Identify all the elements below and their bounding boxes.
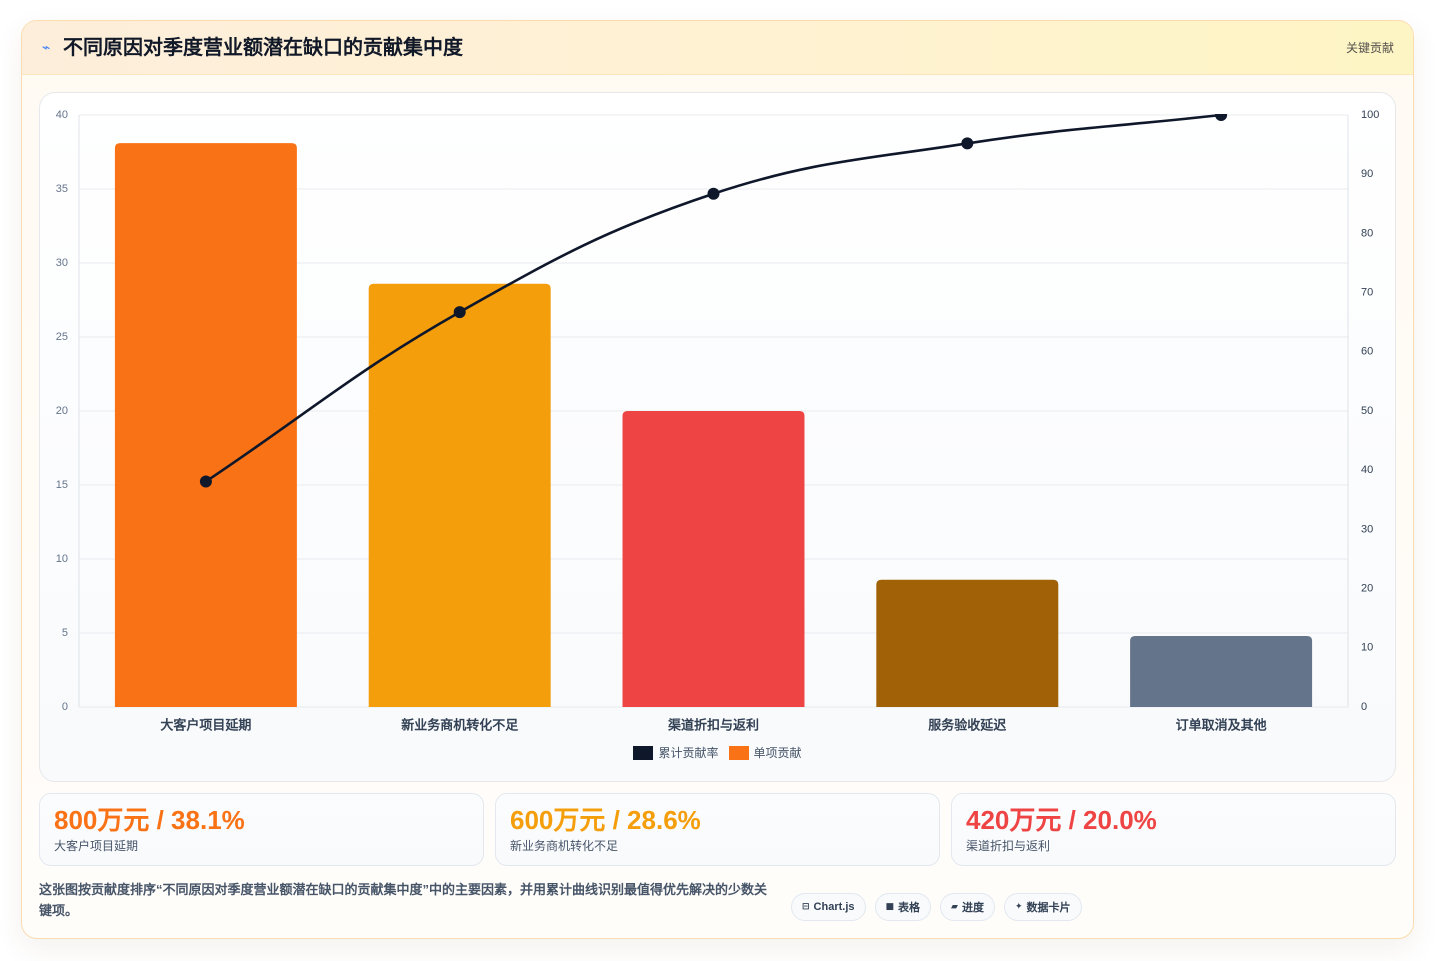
tag-label: Chart.js [813,901,855,913]
chart-card: ⌁ 不同原因对季度营业额潜在缺口的贡献集中度 关键贡献 0 5 10 15 20 25 30… [21,20,1414,939]
line-point[interactable] [1215,109,1228,121]
tag-progress: ▰ 进度 [940,893,995,921]
progress-icon: ▰ [951,902,958,912]
category-label: 渠道折扣与返利 [667,717,759,732]
chart-legend: 累计贡献率 单项贡献 [40,745,1395,761]
legend-label: 累计贡献率 [658,746,719,760]
y-left-tick-label: 15 [56,479,68,491]
tag-table: ■ 表格 [874,893,932,921]
line-point[interactable] [961,137,974,150]
y-right-tick-label: 0 [1361,701,1367,713]
tag-label: 表格 [898,902,921,914]
y-right-tick-label: 90 [1361,168,1373,180]
stat-card: 800万元 / 38.1% 大客户项目延期 [39,793,484,866]
stat-label: 大客户项目延期 [54,839,139,853]
line-point[interactable] [453,306,466,319]
y-right-tick-label: 100 [1361,109,1379,121]
tag-label: 数据卡片 [1026,902,1071,914]
y-left-tick-label: 0 [62,701,68,713]
tag-chartjs: ⊟ Chart.js [791,893,866,921]
chart-description: 这张图按贡献度排序“不同原因对季度营业额潜在缺口的贡献集中度”中的主要因素，并用… [39,882,768,918]
y-right-tick-label: 10 [1361,642,1373,654]
sparkle-icon: ✦ [1014,902,1023,912]
y-left-tick-label: 25 [56,331,68,343]
y-left-tick-label: 30 [56,257,68,269]
y-right-tick-label: 20 [1361,583,1373,595]
key-contribution-badge: 关键贡献 [1345,41,1394,55]
pareto-chart: 0 5 10 15 20 25 30 35 40 0 10 20 30 40 50 60 70 80 90 100 大客… [56,109,1380,733]
legend-item-cumulative-rate[interactable]: 累计贡献率 [633,745,719,761]
legend-swatch [728,746,749,760]
y-right-tick-label: 60 [1361,346,1373,358]
category-label: 新业务商机转化不足 [401,717,519,732]
pulse-icon: ⌁ [42,40,51,56]
bar[interactable] [1130,635,1313,707]
category-label: 服务验收延迟 [928,717,1006,732]
line-series [199,109,1228,488]
stat-value: 420万元 / 20.0% [966,805,1157,835]
category-label: 大客户项目延期 [160,717,251,732]
stat-cards: 800万元 / 38.1% 大客户项目延期 600万元 / 28.6% 新业务商… [39,793,1396,866]
table-icon: ■ [885,902,895,912]
y-right-tick-label: 50 [1361,405,1373,417]
y-left-tick-label: 40 [56,109,68,121]
bar[interactable] [876,579,1059,707]
bar[interactable] [622,411,805,707]
y-left-tick-label: 20 [56,405,68,417]
stat-card: 420万元 / 20.0% 渠道折扣与返利 [951,793,1396,866]
stat-value: 800万元 / 38.1% [54,805,245,835]
stat-label: 渠道折扣与返利 [966,839,1051,853]
card-header: ⌁ 不同原因对季度营业额潜在缺口的贡献集中度 关键贡献 [22,21,1413,75]
stat-label: 新业务商机转化不足 [510,839,619,853]
legend-swatch [633,746,654,760]
y-left-tick-label: 35 [56,183,68,195]
legend-item-single-contribution[interactable]: 单项贡献 [728,745,802,761]
legend-label: 单项贡献 [753,746,802,760]
line-point[interactable] [199,475,212,488]
y-right-tick-label: 30 [1361,523,1373,535]
line-point[interactable] [707,187,720,200]
stat-card: 600万元 / 28.6% 新业务商机转化不足 [495,793,940,866]
tag-data-card: ✦ 数据卡片 [1003,893,1082,921]
bar-series [114,143,1313,707]
y-right-tick-label: 80 [1361,227,1373,239]
tag-label: 进度 [961,902,984,914]
category-label: 订单取消及其他 [1176,717,1267,732]
bar[interactable] [368,283,551,707]
bar[interactable] [114,143,297,707]
stat-value: 600万元 / 28.6% [510,805,701,835]
y-left-tick-label: 10 [56,553,68,565]
chart-panel: 0 5 10 15 20 25 30 35 40 0 10 20 30 40 50 60 70 80 90 100 大客… [39,92,1396,782]
chart-title: 不同原因对季度营业额潜在缺口的贡献集中度 [63,37,463,59]
chart-window-icon: ⊟ [802,902,810,912]
y-right-tick-label: 40 [1361,464,1373,476]
y-right-tick-label: 70 [1361,287,1373,299]
tech-tags: ⊟ Chart.js ■ 表格 ▰ 进度 ✦ 数据卡片 [791,893,1082,921]
y-left-tick-label: 5 [62,627,68,639]
